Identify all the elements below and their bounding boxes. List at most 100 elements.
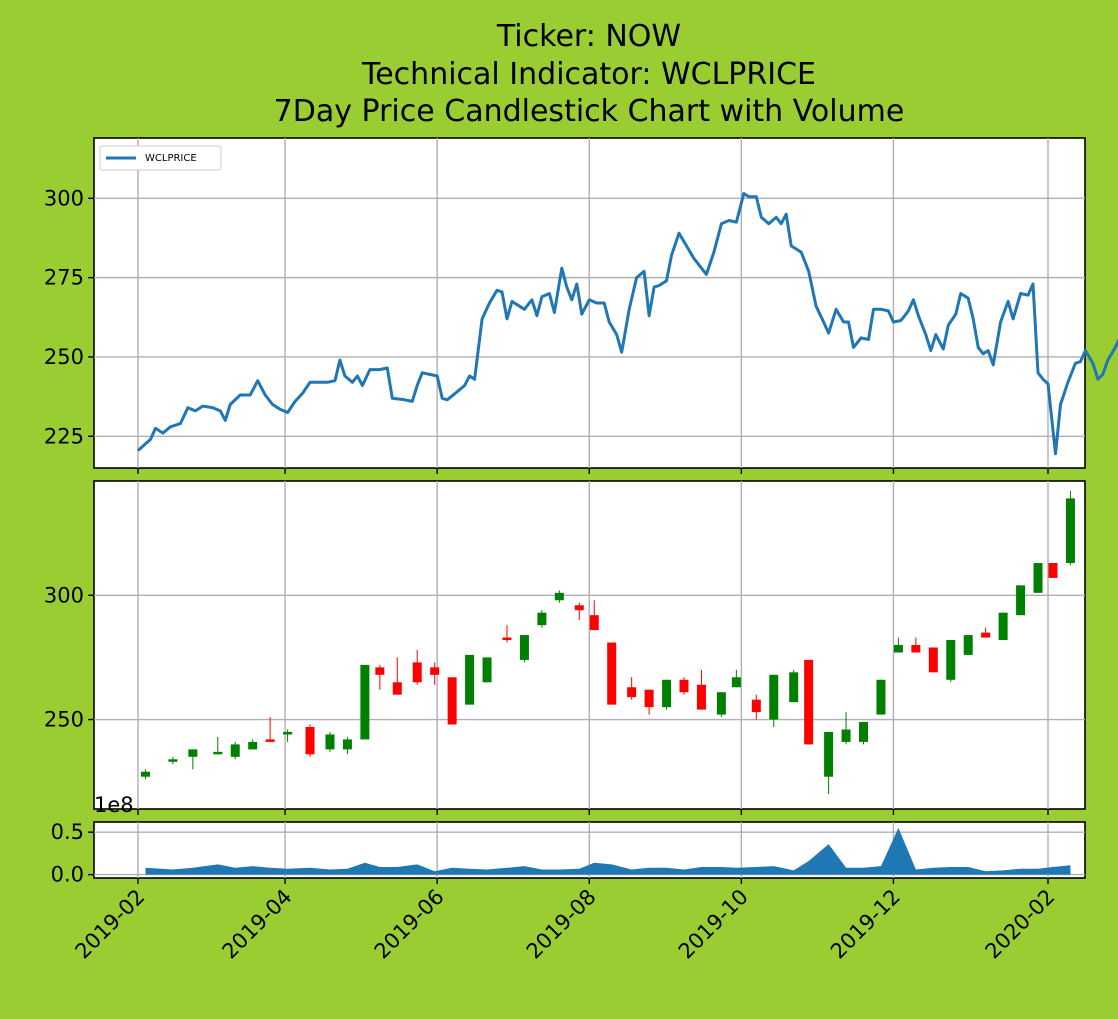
candle-body-26 [627,687,637,698]
candle-body-6 [265,739,275,742]
candle-body-9 [325,734,335,750]
wclprice-line [137,192,1118,456]
x-tick-label-4: 2019-10 [674,885,753,964]
candle-body-46 [981,632,991,638]
legend: WCLPRICE [99,145,222,171]
candle-body-45 [963,635,973,655]
candle-35 [789,669,799,703]
candle-13 [392,657,402,695]
y-tick-label-ind-0: 225 [44,424,84,448]
candle-28 [662,679,672,710]
candle-body-18 [482,657,492,683]
candle-body-47 [998,612,1008,641]
candle-body-38 [841,729,851,742]
candle-11 [360,664,370,740]
candle-body-7 [283,731,293,735]
candle-body-37 [824,731,834,777]
chart-title-line-3: 7Day Price Candlestick Chart with Volume [274,94,905,129]
candle-body-12 [375,667,385,675]
candle-5 [248,739,258,750]
candle-25 [607,642,617,705]
candle-41 [893,637,903,653]
candle-body-14 [412,662,422,683]
candle-body-4 [230,744,240,757]
y-tick-label-ind-1: 250 [44,345,84,369]
candle-36 [804,659,814,745]
volume-plot [94,822,1085,878]
candle-20 [519,635,529,663]
chart-title-line-1: Ticker: NOW [496,19,681,54]
y-tick-label-vol-0: 0.0 [51,863,84,887]
candle-body-51 [1065,498,1075,563]
candle-9 [325,731,335,752]
candle-39 [859,722,869,745]
x-tick-label-2: 2019-06 [370,885,449,964]
candle-18 [482,657,492,683]
candle-body-28 [662,679,672,708]
candle-40 [876,679,886,715]
candle-body-36 [804,659,814,745]
candle-27 [644,689,654,715]
candle-15 [430,662,440,685]
x-tick-label-6: 2020-02 [981,885,1060,964]
candle-22 [554,590,564,603]
candle-body-33 [751,699,761,713]
candle-12 [375,664,385,690]
candle-body-1 [168,759,178,762]
candle-body-15 [430,667,440,675]
candle-30 [696,669,706,710]
candlestick-plot [94,481,1085,809]
candle-body-20 [519,635,529,660]
candle-body-22 [554,592,564,601]
candle-body-3 [213,751,223,755]
legend-label-wclprice: WCLPRICE [145,153,197,164]
legend-box [99,145,222,171]
candle-45 [963,635,973,655]
candle-50 [1048,563,1058,578]
y-tick-label-ind-3: 300 [44,186,84,210]
volume-multiplier-label: 1e8 [94,793,134,817]
candle-body-21 [537,612,547,626]
candle-body-19 [502,637,512,641]
candle-body-10 [342,739,352,750]
candle-31 [716,692,726,718]
volume-area [145,827,1071,875]
candle-6 [265,717,275,742]
candle-32 [731,669,741,688]
candle-body-25 [607,642,617,705]
candle-body-40 [876,679,886,715]
candle-26 [627,677,637,700]
candle-body-13 [392,682,402,695]
candle-body-16 [447,677,457,725]
candle-16 [447,677,457,725]
candle-body-50 [1048,563,1058,578]
candle-19 [502,625,512,643]
candle-23 [574,602,584,621]
candle-body-11 [360,664,370,740]
candle-14 [412,649,422,685]
candle-17 [465,654,475,705]
candle-8 [305,724,315,757]
candle-1 [168,756,178,765]
x-tick-label-1: 2019-04 [218,885,297,964]
candle-47 [998,612,1008,641]
candle-body-44 [946,640,956,680]
candle-body-41 [893,645,903,653]
candle-48 [1016,585,1026,616]
y-tick-label-cdl-0: 250 [44,708,84,732]
candle-body-35 [789,672,799,703]
candle-body-24 [589,615,599,631]
candle-37 [824,731,834,795]
candle-body-31 [716,692,726,715]
candle-46 [981,627,991,638]
candle-body-30 [696,684,706,710]
candle-body-48 [1016,585,1026,616]
y-tick-label-cdl-1: 300 [44,583,84,607]
candle-10 [342,736,352,755]
candle-21 [537,610,547,628]
candle-body-27 [644,689,654,708]
x-tick-label-5: 2019-12 [826,885,905,964]
x-tick-label-3: 2019-08 [522,885,601,964]
candle-body-29 [679,679,689,693]
candle-24 [589,600,599,631]
